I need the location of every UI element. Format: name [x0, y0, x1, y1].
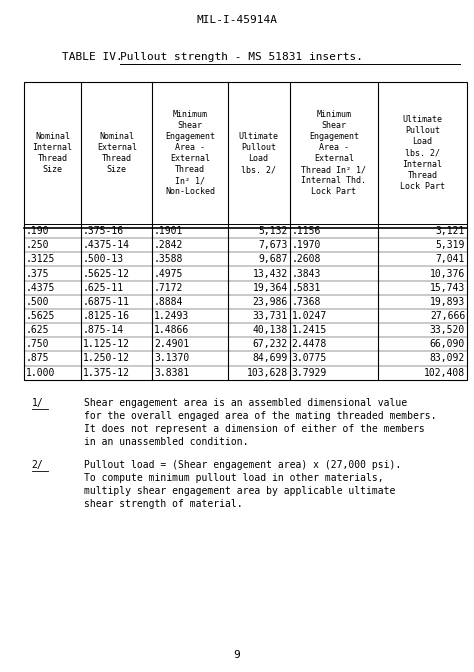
Text: .4375-14: .4375-14 — [83, 240, 130, 250]
Text: .3588: .3588 — [154, 255, 183, 264]
Text: 67,232: 67,232 — [253, 339, 288, 349]
Text: .5831: .5831 — [292, 283, 321, 293]
Text: .375: .375 — [26, 269, 49, 278]
Text: .750: .750 — [26, 339, 49, 349]
Text: .375-16: .375-16 — [83, 226, 124, 236]
Text: Minimum
Shear
Engagement
Area -
External
Thread
In² 1/
Non-Locked: Minimum Shear Engagement Area - External… — [165, 110, 215, 196]
Text: .1970: .1970 — [292, 240, 321, 250]
Text: .2608: .2608 — [292, 255, 321, 264]
Text: .8125-16: .8125-16 — [83, 311, 130, 321]
Text: .3125: .3125 — [26, 255, 55, 264]
Text: .625: .625 — [26, 325, 49, 335]
Text: .500-13: .500-13 — [83, 255, 124, 264]
Text: 2.4478: 2.4478 — [292, 339, 327, 349]
Text: .8884: .8884 — [154, 297, 183, 307]
Text: 5,319: 5,319 — [436, 240, 465, 250]
Bar — [24, 82, 467, 380]
Text: Ultimate
Pullout
Load
lbs. 2/: Ultimate Pullout Load lbs. 2/ — [238, 132, 279, 174]
Text: 83,092: 83,092 — [430, 353, 465, 364]
Text: 1/: 1/ — [32, 398, 44, 408]
Text: 3.0775: 3.0775 — [292, 353, 327, 364]
Text: .875-14: .875-14 — [83, 325, 124, 335]
Text: Pullout strength - MS 51831 inserts.: Pullout strength - MS 51831 inserts. — [119, 52, 363, 62]
Text: Nominal
Internal
Thread
Size: Nominal Internal Thread Size — [33, 132, 73, 174]
Text: .6875-11: .6875-11 — [83, 297, 130, 307]
Text: .1901: .1901 — [154, 226, 183, 236]
Text: 27,666: 27,666 — [430, 311, 465, 321]
Text: .1156: .1156 — [292, 226, 321, 236]
Text: 103,628: 103,628 — [246, 368, 288, 378]
Text: 40,138: 40,138 — [253, 325, 288, 335]
Text: 3.7929: 3.7929 — [292, 368, 327, 378]
Text: .4375: .4375 — [26, 283, 55, 293]
Text: Nominal
External
Thread
Size: Nominal External Thread Size — [97, 132, 137, 174]
Text: 7,673: 7,673 — [258, 240, 288, 250]
Text: 2/: 2/ — [32, 460, 44, 470]
Text: 3.1370: 3.1370 — [154, 353, 189, 364]
Text: .190: .190 — [26, 226, 49, 236]
Text: 9: 9 — [234, 650, 240, 660]
Text: .2842: .2842 — [154, 240, 183, 250]
Text: 1.2415: 1.2415 — [292, 325, 327, 335]
Text: 102,408: 102,408 — [424, 368, 465, 378]
Text: .5625: .5625 — [26, 311, 55, 321]
Text: 1.125-12: 1.125-12 — [83, 339, 130, 349]
Text: 15,743: 15,743 — [430, 283, 465, 293]
Text: 1.0247: 1.0247 — [292, 311, 327, 321]
Text: .625-11: .625-11 — [83, 283, 124, 293]
Text: 19,364: 19,364 — [253, 283, 288, 293]
Text: MIL-I-45914A: MIL-I-45914A — [197, 15, 277, 25]
Text: Ultimate
Pullout
Load
lbs. 2/
Internal
Thread
Lock Part: Ultimate Pullout Load lbs. 2/ Internal T… — [400, 115, 445, 191]
Text: 1.375-12: 1.375-12 — [83, 368, 130, 378]
Text: .7368: .7368 — [292, 297, 321, 307]
Text: .5625-12: .5625-12 — [83, 269, 130, 278]
Text: 3.8381: 3.8381 — [154, 368, 189, 378]
Text: Minimum
Shear
Engagement
Area -
External
Thread In² 1/
Internal Thd.
Lock Part: Minimum Shear Engagement Area - External… — [301, 110, 366, 196]
Text: 2.4901: 2.4901 — [154, 339, 189, 349]
Text: .3843: .3843 — [292, 269, 321, 278]
Text: 9,687: 9,687 — [258, 255, 288, 264]
Text: 33,731: 33,731 — [253, 311, 288, 321]
Text: 33,520: 33,520 — [430, 325, 465, 335]
Text: 7,041: 7,041 — [436, 255, 465, 264]
Text: 66,090: 66,090 — [430, 339, 465, 349]
Text: 5,132: 5,132 — [258, 226, 288, 236]
Text: TABLE IV.: TABLE IV. — [62, 52, 122, 62]
Text: 23,986: 23,986 — [253, 297, 288, 307]
Text: 19,893: 19,893 — [430, 297, 465, 307]
Text: 1.4866: 1.4866 — [154, 325, 189, 335]
Text: .4975: .4975 — [154, 269, 183, 278]
Text: .250: .250 — [26, 240, 49, 250]
Text: 3,121: 3,121 — [436, 226, 465, 236]
Text: .500: .500 — [26, 297, 49, 307]
Text: 1.250-12: 1.250-12 — [83, 353, 130, 364]
Text: .7172: .7172 — [154, 283, 183, 293]
Text: 1.2493: 1.2493 — [154, 311, 189, 321]
Text: Shear engagement area is an assembled dimensional value
for the overall engaged : Shear engagement area is an assembled di… — [84, 398, 436, 448]
Text: 84,699: 84,699 — [253, 353, 288, 364]
Text: 10,376: 10,376 — [430, 269, 465, 278]
Text: .875: .875 — [26, 353, 49, 364]
Text: 1.000: 1.000 — [26, 368, 55, 378]
Text: 13,432: 13,432 — [253, 269, 288, 278]
Text: Pullout load = (Shear engagement area) x (27,000 psi).
To compute minimum pullou: Pullout load = (Shear engagement area) x… — [84, 460, 401, 509]
